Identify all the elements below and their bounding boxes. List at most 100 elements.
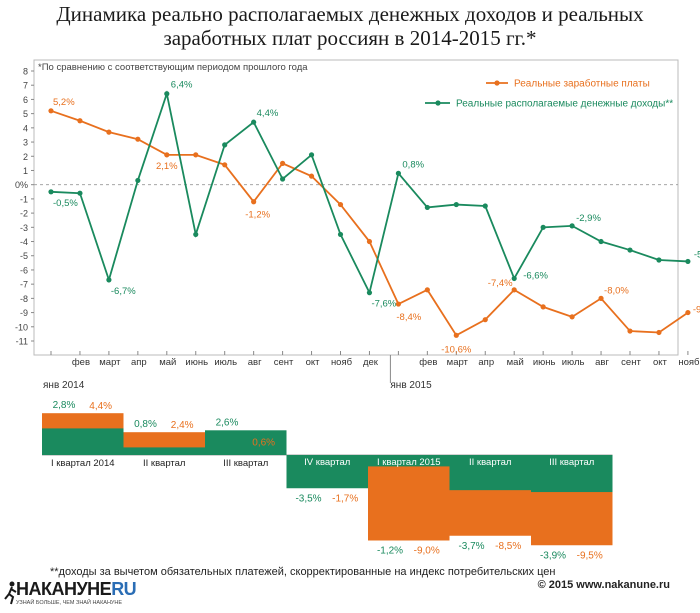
data-point (453, 201, 459, 208)
x-tick-label: май (507, 357, 524, 368)
series-data-label: 6,4% (171, 80, 193, 91)
bar-income (449, 455, 531, 491)
series-data-label: -7,4% (488, 278, 513, 289)
data-point (569, 314, 575, 320)
data-point (48, 189, 54, 195)
data-point (656, 329, 662, 336)
data-point (395, 301, 401, 307)
bar-income (531, 455, 613, 493)
data-point (106, 277, 112, 283)
y-tick-label: -6 (20, 265, 28, 275)
x-tick-label: фев (72, 357, 90, 368)
series-data-label: -9,0% (693, 305, 700, 316)
quarter-label: I квартал 2014 (51, 458, 115, 469)
year-label-2014: янв 2014 (43, 380, 85, 391)
data-point (337, 201, 344, 208)
bar-value-wages: -9,5% (577, 550, 603, 561)
x-tick-label: апр (131, 357, 147, 368)
y-tick-label: 8 (23, 67, 28, 77)
y-tick-label: -2 (20, 209, 28, 219)
y-tick-label: -1 (20, 194, 28, 204)
bar-wages (368, 455, 450, 541)
series-data-label: -6,7% (111, 286, 136, 297)
year-label-2015: янв 2015 (390, 380, 432, 391)
x-tick-label: нояб (678, 357, 700, 368)
series-data-label: 2,1% (156, 161, 178, 172)
series-data-label: -7,6% (371, 299, 396, 310)
x-tick-label: март (99, 357, 121, 368)
x-tick-label: июль (214, 357, 237, 368)
y-tick-label: -4 (20, 237, 28, 247)
data-point (453, 332, 459, 338)
y-tick-label: 2 (23, 152, 28, 162)
bar-value-income: -3,5% (295, 493, 321, 504)
bar-income (205, 430, 287, 455)
data-point (193, 231, 199, 238)
y-tick-label: -11 (16, 337, 28, 347)
quarter-label: II квартал (143, 458, 185, 469)
runner-icon (4, 581, 17, 605)
data-point (77, 118, 83, 124)
legend-marker-wages (494, 80, 500, 86)
data-point (482, 317, 488, 323)
bar-value-income: -1,2% (377, 546, 403, 557)
data-point (164, 152, 170, 158)
quarter-label: III квартал (223, 458, 268, 469)
data-point (511, 275, 517, 282)
bar-value-income: 0,8% (134, 419, 157, 430)
series-data-label: -6,6% (523, 270, 548, 281)
y-tick-label: -9 (20, 308, 28, 318)
series-data-label: 0,8% (402, 159, 424, 170)
x-tick-label: апр (478, 357, 494, 368)
y-tick-label: 6 (23, 95, 28, 105)
copyright: © 2015 www.nakanune.ru (537, 579, 670, 591)
data-point (135, 136, 141, 142)
bar-value-wages: 2,4% (171, 420, 194, 431)
chart-title: Динамика реально располагаемых денежных … (0, 2, 700, 50)
bar-value-wages: 0,6% (252, 437, 275, 448)
data-point (482, 203, 488, 209)
data-point (540, 304, 546, 310)
series-data-label: -1,2% (245, 210, 270, 221)
x-tick-label: авг (248, 357, 262, 368)
y-tick-label: 3 (23, 138, 28, 148)
series-data-label: -10,6% (441, 344, 472, 355)
x-tick-label: май (159, 357, 176, 368)
bar-value-income: 2,6% (216, 417, 239, 428)
x-tick-label: окт (306, 357, 321, 368)
y-tick-label: 5 (23, 109, 28, 119)
quarter-label: II квартал (469, 457, 511, 468)
bar-value-income: -3,9% (540, 550, 566, 561)
logo-text: НАКАНУНЕRU (16, 579, 137, 599)
title-line-1: Динамика реально располагаемых денежных … (56, 2, 644, 26)
bar-value-wages: -9,0% (414, 546, 440, 557)
data-point (106, 129, 112, 135)
x-tick-label: июль (562, 357, 585, 368)
bar-value-wages: -1,7% (332, 493, 358, 504)
y-tick-label: 0% (15, 180, 28, 190)
title-line-2: заработных плат россиян в 2014-2015 гг.* (163, 26, 537, 50)
data-point (337, 231, 344, 238)
data-point (569, 223, 575, 229)
bar-value-wages: 4,4% (89, 401, 112, 412)
data-point (395, 170, 401, 176)
series-line-1 (50, 90, 688, 296)
x-tick-label: фев (419, 357, 437, 368)
data-point (193, 152, 199, 158)
y-tick-label: 1 (23, 166, 28, 176)
x-tick-label: нояб (331, 357, 353, 368)
footnote: **доходы за вычетом обязательных платеже… (50, 566, 556, 578)
data-point (222, 142, 228, 148)
data-point (627, 328, 633, 334)
plot-frame (33, 59, 679, 356)
legend-marker-income (435, 100, 441, 106)
data-point (222, 162, 228, 168)
x-tick-label: сент (621, 357, 641, 368)
data-point (308, 152, 315, 158)
bar-income (368, 455, 450, 467)
data-point (366, 290, 373, 296)
y-tick-label: 4 (23, 123, 28, 133)
data-point (424, 287, 430, 293)
series-data-label: -8,4% (396, 312, 421, 323)
